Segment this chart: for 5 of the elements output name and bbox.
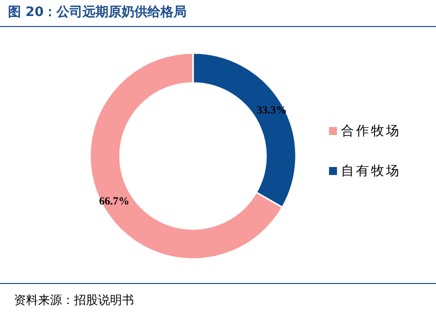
legend-label: 自有牧场	[341, 164, 401, 179]
legend-label: 合作牧场	[341, 124, 401, 139]
data-label: 66.7%	[99, 196, 130, 208]
chart-title: 图 20：公司远期原奶供给格局	[0, 0, 436, 27]
text: 资料来源：招股说明书	[14, 292, 135, 309]
